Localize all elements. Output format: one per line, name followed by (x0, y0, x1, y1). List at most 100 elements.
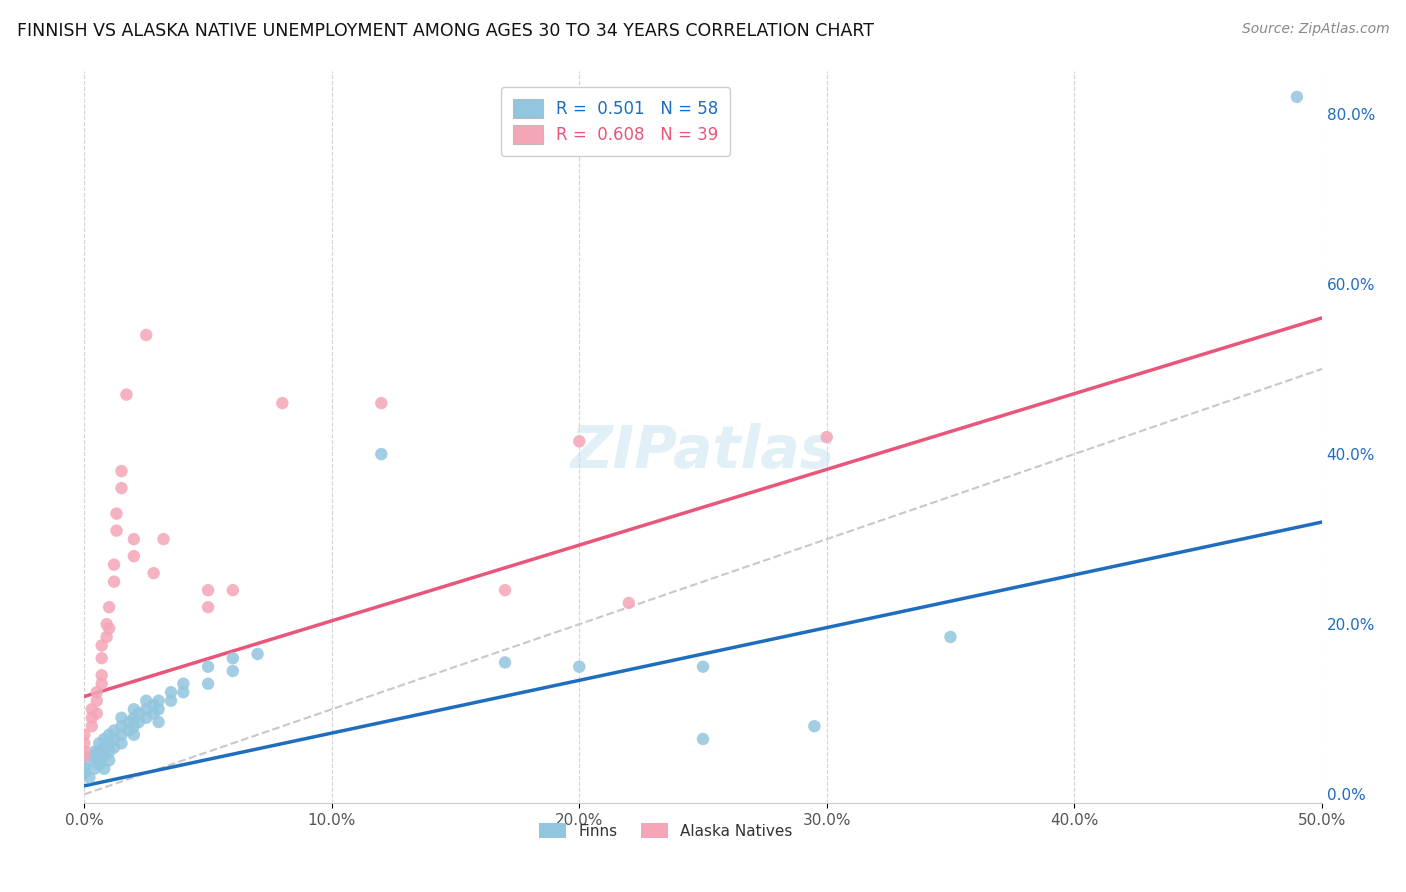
Point (73, 749, 96, 764)
Point (98, 622, 121, 636)
Point (128, 706, 150, 721)
Point (142, 706, 165, 721)
Point (98, 753, 121, 767)
Point (160, 694, 183, 708)
Point (246, 647, 269, 661)
Point (494, 583, 516, 598)
Point (692, 659, 714, 673)
Point (98, 600, 121, 615)
Point (160, 685, 183, 699)
Point (197, 677, 219, 691)
Point (93, 731, 115, 746)
Point (89, 757, 111, 772)
Point (103, 723, 125, 738)
Point (89, 736, 111, 750)
Point (86, 685, 108, 699)
Point (89, 753, 111, 767)
Point (271, 396, 294, 410)
Point (73, 745, 96, 759)
Point (93, 762, 115, 776)
Point (617, 596, 640, 610)
Point (197, 659, 219, 673)
Point (86, 694, 108, 708)
Point (197, 600, 219, 615)
Point (122, 532, 145, 546)
Point (122, 711, 145, 725)
Point (939, 630, 962, 644)
Text: ZIPatlas: ZIPatlas (571, 423, 835, 480)
Point (73, 766, 96, 780)
Point (152, 532, 174, 546)
Point (815, 430, 838, 444)
Point (142, 698, 165, 712)
Point (222, 583, 245, 598)
Point (90, 651, 112, 665)
Point (692, 731, 714, 746)
Point (103, 731, 125, 746)
Point (118, 723, 141, 738)
Point (98, 728, 121, 742)
Point (115, 387, 138, 401)
Point (370, 396, 392, 410)
Point (110, 711, 132, 725)
Point (370, 447, 392, 461)
Point (96, 617, 118, 632)
Point (110, 736, 132, 750)
Point (96, 630, 118, 644)
Point (135, 328, 157, 343)
Point (1285, 90, 1308, 104)
Point (172, 685, 194, 699)
Point (80, 702, 103, 716)
Point (98, 736, 121, 750)
Point (110, 481, 132, 495)
Point (86, 706, 108, 721)
Point (110, 464, 132, 478)
Point (105, 524, 128, 538)
Point (135, 702, 157, 716)
Point (197, 583, 219, 598)
Point (128, 714, 150, 729)
Point (103, 740, 125, 755)
Point (172, 677, 194, 691)
Legend: Finns, Alaska Natives: Finns, Alaska Natives (531, 815, 800, 847)
Point (73, 762, 96, 776)
Point (83, 745, 105, 759)
Point (90, 639, 112, 653)
Point (80, 719, 103, 733)
Point (135, 711, 157, 725)
Point (142, 566, 165, 581)
Point (135, 694, 157, 708)
Point (148, 702, 170, 716)
Point (110, 728, 132, 742)
Point (122, 719, 145, 733)
Point (110, 719, 132, 733)
Point (90, 668, 112, 682)
Point (568, 434, 591, 449)
Point (79, 770, 101, 784)
Point (73, 728, 96, 742)
Point (93, 749, 115, 764)
Point (83, 762, 105, 776)
Text: Source: ZipAtlas.com: Source: ZipAtlas.com (1241, 22, 1389, 37)
Point (90, 677, 112, 691)
Point (122, 549, 145, 563)
Point (494, 656, 516, 670)
Point (118, 714, 141, 729)
Point (105, 507, 128, 521)
Point (148, 714, 170, 729)
Point (83, 749, 105, 764)
Point (73, 736, 96, 750)
Point (103, 558, 125, 572)
Point (79, 753, 101, 767)
Point (89, 745, 111, 759)
Point (93, 740, 115, 755)
Point (568, 659, 591, 673)
Point (122, 728, 145, 742)
Point (148, 694, 170, 708)
Point (80, 711, 103, 725)
Point (122, 702, 145, 716)
Point (803, 719, 825, 733)
Point (103, 574, 125, 589)
Point (222, 664, 245, 678)
Point (222, 651, 245, 665)
